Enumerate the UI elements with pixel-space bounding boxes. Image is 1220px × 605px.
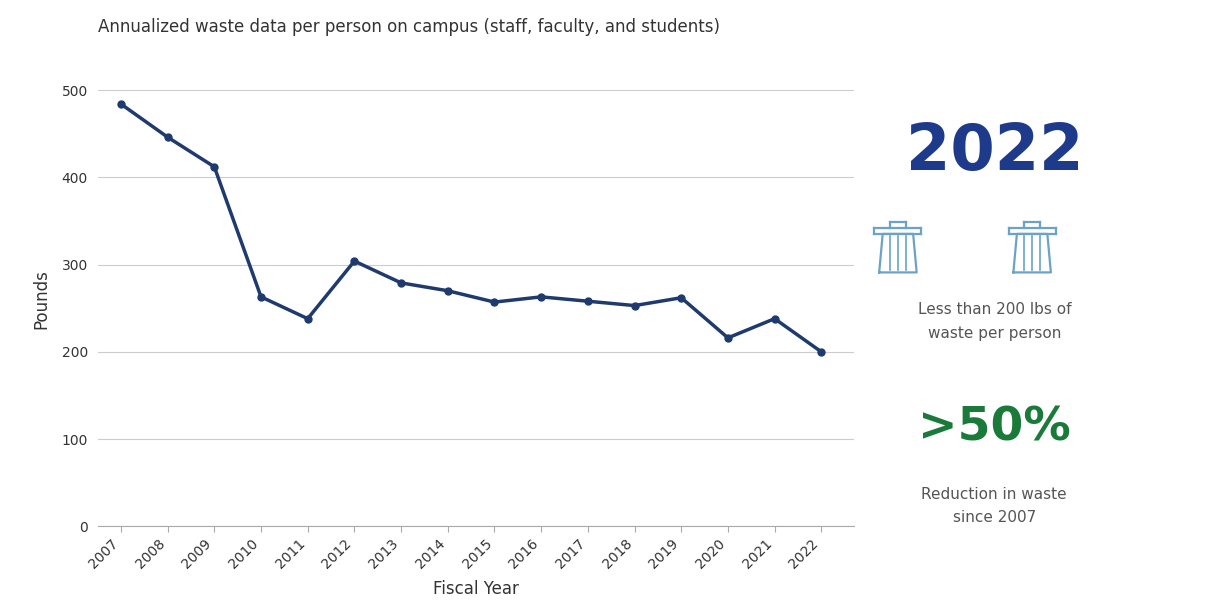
X-axis label: Fiscal Year: Fiscal Year <box>433 580 518 598</box>
Text: >50%: >50% <box>917 405 1071 450</box>
Y-axis label: Pounds: Pounds <box>33 270 50 329</box>
Text: 2022: 2022 <box>905 121 1083 183</box>
Text: Reduction in waste
since 2007: Reduction in waste since 2007 <box>921 487 1068 525</box>
Text: Annualized waste data per person on campus (staff, faculty, and students): Annualized waste data per person on camp… <box>98 18 720 36</box>
Text: Less than 200 lbs of
waste per person: Less than 200 lbs of waste per person <box>917 302 1071 341</box>
